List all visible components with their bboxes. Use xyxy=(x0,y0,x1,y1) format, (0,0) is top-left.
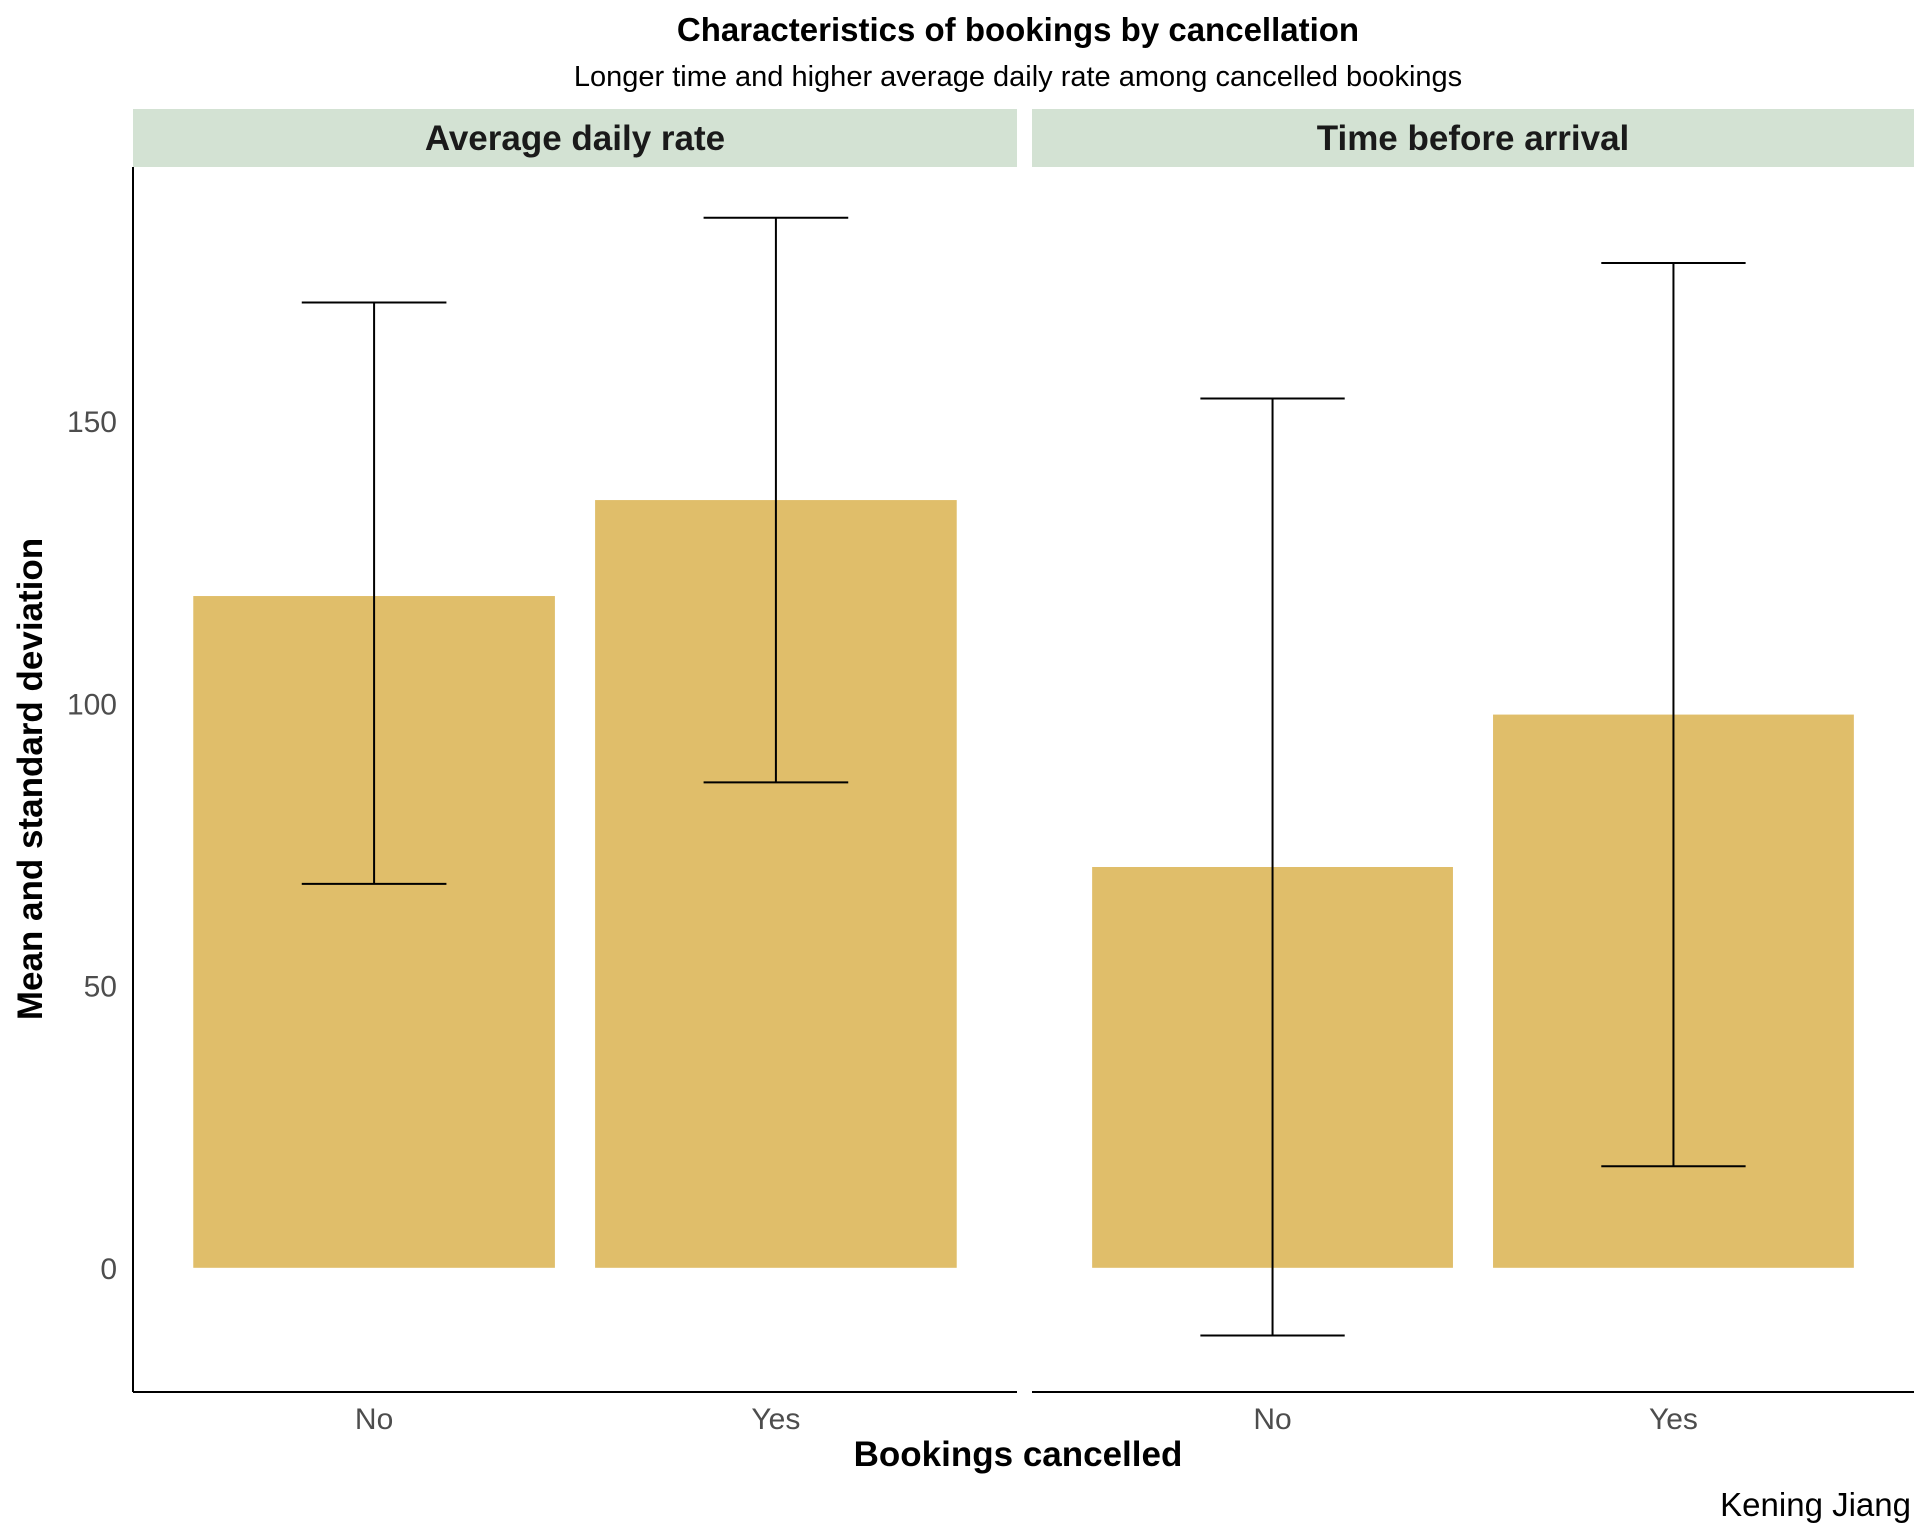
facet-strip-label: Time before arrival xyxy=(1317,119,1630,158)
y-axis: 0 50 100 150 xyxy=(67,406,117,1286)
chart-caption: Kening Jiang xyxy=(1720,1486,1911,1523)
y-tick-label: 150 xyxy=(67,406,117,439)
facet-strip xyxy=(1032,109,1914,167)
facet-strip xyxy=(133,109,1017,167)
x-tick-label: Yes xyxy=(751,1403,800,1436)
y-tick-label: 50 xyxy=(84,971,117,1004)
chart-subtitle: Longer time and higher average daily rat… xyxy=(574,61,1462,93)
panel: Average daily rate No Yes xyxy=(132,109,1017,1436)
x-tick-label: No xyxy=(1253,1403,1291,1436)
facet-strip-label: Average daily rate xyxy=(425,119,725,158)
y-tick-label: 0 xyxy=(100,1253,117,1286)
y-axis-title: Mean and standard deviation xyxy=(11,538,50,1020)
y-tick-label: 100 xyxy=(67,688,117,721)
x-tick-label: No xyxy=(355,1403,393,1436)
x-axis-title: Bookings cancelled xyxy=(854,1435,1183,1474)
chart-title: Characteristics of bookings by cancellat… xyxy=(677,11,1359,48)
x-tick-label: Yes xyxy=(1649,1403,1698,1436)
panel: Time before arrival No Yes xyxy=(1032,109,1914,1436)
